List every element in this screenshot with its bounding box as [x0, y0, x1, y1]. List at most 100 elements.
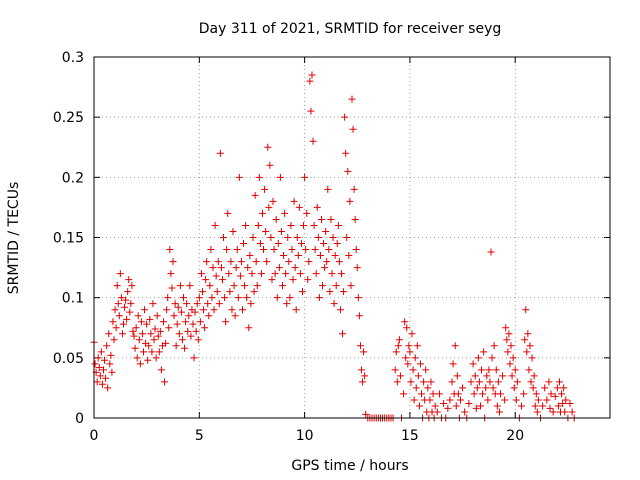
data-point [235, 173, 243, 181]
data-point [211, 221, 219, 229]
data-point [156, 327, 164, 335]
data-point [191, 308, 199, 316]
data-point [145, 342, 153, 350]
data-point [135, 336, 143, 344]
data-point [237, 258, 245, 266]
data-point [150, 336, 158, 344]
data-point [264, 143, 272, 151]
data-point [255, 173, 263, 181]
data-point [180, 294, 188, 302]
data-point [176, 282, 184, 290]
y-tick-label: 0 [75, 411, 84, 427]
data-point [350, 185, 358, 193]
data-point [453, 372, 461, 380]
data-point [155, 348, 163, 356]
data-point [148, 348, 156, 356]
data-point [275, 264, 283, 272]
data-point [204, 300, 212, 308]
data-point [115, 312, 123, 320]
data-point [452, 402, 460, 410]
data-point [435, 390, 443, 398]
data-point [560, 384, 568, 392]
data-point [357, 366, 365, 374]
data-point [362, 410, 370, 418]
data-point [534, 396, 542, 404]
data-point [252, 258, 260, 266]
data-point [355, 312, 363, 320]
data-point [302, 246, 310, 254]
x-tick-label: 0 [90, 428, 99, 444]
data-point [196, 318, 204, 326]
data-point [337, 270, 345, 278]
data-point [274, 240, 282, 248]
data-point [456, 396, 464, 404]
data-point [311, 246, 319, 254]
data-point [162, 339, 170, 347]
data-point [95, 363, 103, 371]
data-point [197, 270, 205, 278]
data-point [320, 240, 328, 248]
data-point [268, 276, 276, 284]
data-point [485, 366, 493, 374]
data-point [164, 294, 172, 302]
data-point [395, 336, 403, 344]
data-point [307, 107, 315, 115]
data-point [157, 366, 165, 374]
data-point [97, 348, 105, 356]
data-point [283, 300, 291, 308]
data-point [488, 354, 496, 362]
data-point [465, 400, 473, 408]
data-point [236, 272, 244, 280]
data-point [289, 276, 297, 284]
gridlines [94, 57, 610, 418]
data-point [511, 366, 519, 374]
data-point [287, 221, 295, 229]
data-point [181, 344, 189, 352]
data-point [328, 270, 336, 278]
data-point [166, 246, 174, 254]
data-point [501, 396, 509, 404]
data-point [487, 248, 495, 256]
data-point [200, 306, 208, 314]
data-point [356, 342, 364, 350]
data-point [303, 209, 311, 217]
data-point [144, 356, 152, 364]
data-point [486, 378, 494, 386]
data-point [342, 149, 350, 157]
data-point [130, 332, 138, 340]
data-point [190, 354, 198, 362]
data-point [335, 258, 343, 266]
data-point [243, 294, 251, 302]
data-point [330, 300, 338, 308]
data-point [406, 348, 414, 356]
data-point [392, 348, 400, 356]
data-point [116, 270, 124, 278]
data-point [261, 185, 269, 193]
data-point [143, 320, 151, 328]
data-point [215, 300, 223, 308]
data-point [272, 215, 280, 223]
data-point [248, 270, 256, 278]
data-point [207, 246, 215, 254]
data-point [451, 342, 459, 350]
data-point [549, 408, 557, 416]
data-point [174, 303, 182, 311]
data-point [168, 284, 176, 292]
data-point [96, 372, 104, 380]
data-point [322, 227, 330, 235]
data-point [522, 306, 530, 314]
data-point [402, 354, 410, 362]
data-point [562, 396, 570, 404]
data-point [122, 296, 130, 304]
data-point [492, 366, 500, 374]
data-point [227, 258, 235, 266]
data-point [250, 288, 258, 296]
data-point [480, 348, 488, 356]
data-point [520, 390, 528, 398]
data-point [169, 258, 177, 266]
data-point [177, 308, 185, 316]
y-tick-label: 0.05 [53, 351, 84, 367]
data-point [314, 234, 322, 241]
data-point [245, 324, 253, 332]
data-point [449, 360, 457, 368]
